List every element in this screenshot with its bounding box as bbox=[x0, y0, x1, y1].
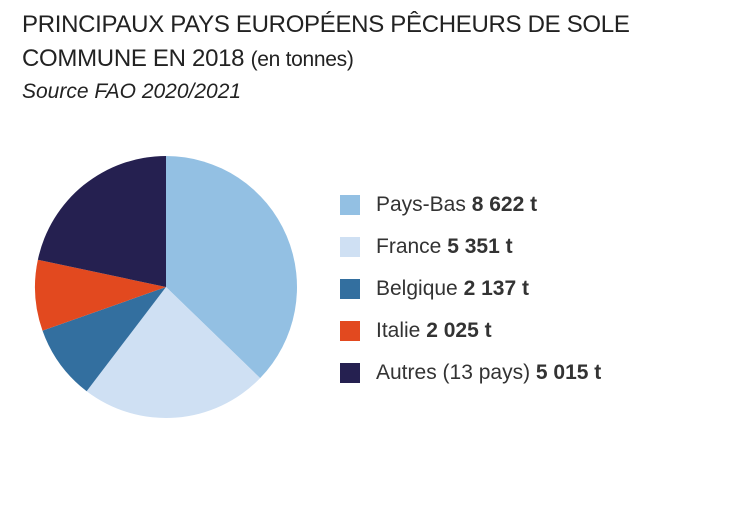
value-label: 5 015 t bbox=[536, 361, 601, 384]
legend-label: Autres (13 pays) bbox=[376, 361, 530, 384]
legend-label: Belgique bbox=[376, 277, 458, 300]
value-label: 8 622 t bbox=[472, 193, 537, 216]
title-text: PRINCIPAUX PAYS EUROPÉENS PÊCHEURS DE SO… bbox=[22, 11, 630, 72]
legend-swatch bbox=[340, 237, 360, 257]
legend-label: Pays-Bas bbox=[376, 193, 466, 216]
legend-swatch bbox=[340, 279, 360, 299]
legend-entry: Autres (13 pays) 5 015 t bbox=[376, 361, 601, 384]
pie-slice bbox=[35, 259, 166, 331]
legend-entry: France 5 351 t bbox=[376, 235, 513, 258]
value-label: 2 025 t bbox=[426, 319, 491, 342]
legend-swatch bbox=[340, 321, 360, 341]
value-label: 2 137 t bbox=[464, 277, 529, 300]
chart-title: PRINCIPAUX PAYS EUROPÉENS PÊCHEURS DE SO… bbox=[22, 8, 662, 77]
legend-entry: Italie 2 025 t bbox=[376, 319, 492, 342]
pie-slice bbox=[42, 287, 166, 392]
legend-swatch bbox=[340, 195, 360, 215]
legend-entry: Belgique 2 137 t bbox=[376, 277, 529, 300]
legend-label: France bbox=[376, 235, 441, 258]
unit: (en tonnes) bbox=[250, 48, 354, 71]
pie-slice bbox=[37, 156, 166, 287]
value-label: 5 351 t bbox=[447, 235, 512, 258]
legend-swatch bbox=[340, 363, 360, 383]
legend-label: Italie bbox=[376, 319, 420, 342]
subtitle: Source FAO 2020/2021 bbox=[22, 80, 242, 103]
legend-entry: Pays-Bas 8 622 t bbox=[376, 193, 537, 216]
pie-slice bbox=[166, 156, 297, 379]
pie-slice bbox=[86, 287, 261, 419]
header: PRINCIPAUX PAYS EUROPÉENS PÊCHEURS DE SO… bbox=[22, 8, 722, 107]
